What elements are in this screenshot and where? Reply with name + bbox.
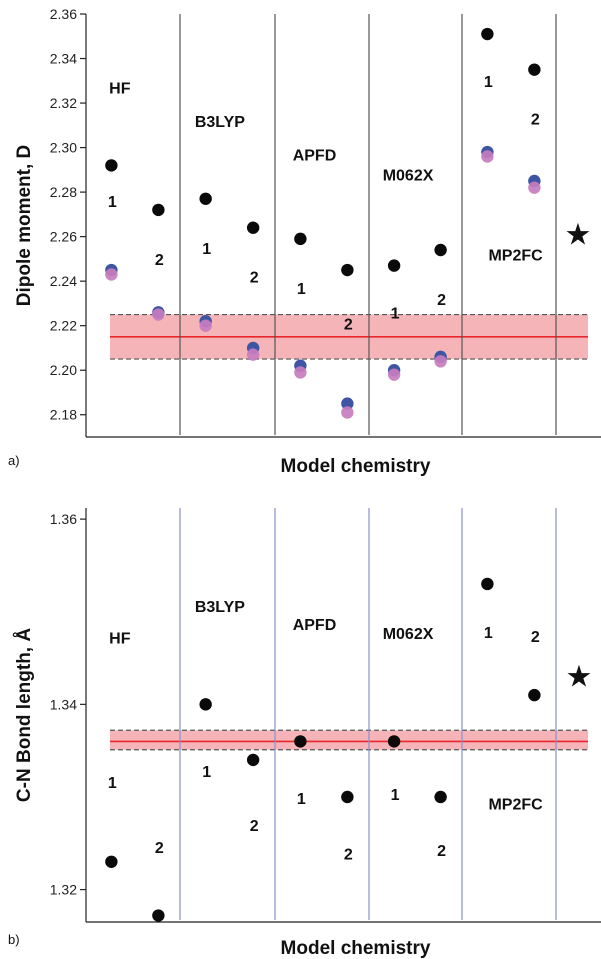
y-axis-title: C-N Bond length, Å xyxy=(14,628,35,802)
method-label: HF xyxy=(109,631,131,648)
y-tick-label: 2.22 xyxy=(50,318,77,334)
basis-set-label: 1 xyxy=(202,241,211,258)
basis-set-label: 2 xyxy=(155,840,164,857)
basis-set-label: 1 xyxy=(391,787,400,804)
y-axis-title: Dipole moment, D xyxy=(14,145,35,307)
point-pink xyxy=(152,308,165,321)
y-tick-label: 1.36 xyxy=(50,511,77,527)
y-tick-label: 1.32 xyxy=(50,882,77,898)
basis-set-label: 2 xyxy=(437,843,446,860)
y-tick-label: 2.32 xyxy=(50,95,77,111)
y-tick-label: 2.26 xyxy=(50,229,77,245)
point-black xyxy=(341,263,354,277)
basis-set-label: 1 xyxy=(391,305,400,322)
point-black xyxy=(434,790,447,804)
point-black xyxy=(105,855,118,868)
star-marker: ★ xyxy=(566,661,593,694)
point-black xyxy=(387,259,401,272)
point-black xyxy=(434,243,447,257)
y-tick-label: 2.20 xyxy=(50,362,77,378)
basis-set-label: 1 xyxy=(484,74,493,91)
y-tick-label: 2.28 xyxy=(50,184,77,200)
basis-set-label: 2 xyxy=(155,252,164,269)
basis-set-label: 2 xyxy=(250,270,259,287)
method-label: MP2FC xyxy=(488,247,543,264)
basis-set-label: 1 xyxy=(297,281,306,298)
basis-set-label: 2 xyxy=(344,316,353,333)
point-black xyxy=(528,688,541,702)
panel-label: b) xyxy=(8,932,20,947)
point-pink xyxy=(341,406,354,419)
point-pink xyxy=(434,355,447,368)
point-black xyxy=(481,577,494,591)
basis-set-label: 1 xyxy=(108,194,117,211)
point-black xyxy=(294,232,307,246)
y-tick-label: 2.30 xyxy=(50,140,77,156)
point-black xyxy=(341,790,354,804)
basis-set-label: 2 xyxy=(531,629,540,646)
basis-set-label: 1 xyxy=(202,764,211,781)
point-black xyxy=(387,735,401,748)
basis-set-label: 2 xyxy=(531,112,540,129)
y-tick-label: 2.34 xyxy=(50,51,77,67)
point-pink xyxy=(199,319,212,332)
star-marker: ★ xyxy=(565,218,592,251)
method-label: MP2FC xyxy=(488,796,543,813)
method-label: M062X xyxy=(383,167,434,184)
method-label: APFD xyxy=(293,617,337,634)
basis-set-label: 1 xyxy=(108,775,117,792)
y-tick-label: 2.36 xyxy=(50,6,77,22)
y-tick-label: 2.24 xyxy=(50,273,77,289)
method-label: B3LYP xyxy=(195,114,245,131)
basis-set-label: 2 xyxy=(250,818,259,835)
point-black xyxy=(152,203,165,217)
point-pink xyxy=(481,150,494,163)
point-black xyxy=(528,63,541,76)
basis-set-label: 2 xyxy=(437,292,446,309)
method-label: HF xyxy=(109,80,131,97)
point-pink xyxy=(246,348,260,361)
panel-b-bond-length-chart: 1.32 1.34 1.36 Model chemistry C-N Bond leng… xyxy=(8,508,601,959)
panel-label: a) xyxy=(8,453,20,468)
point-blue xyxy=(341,397,354,410)
point-black xyxy=(294,735,307,748)
x-axis-title: Model chemistry xyxy=(281,938,431,959)
point-black xyxy=(105,159,118,172)
basis-set-label: 2 xyxy=(344,846,353,863)
y-tick-label: 1.34 xyxy=(50,696,77,712)
point-black xyxy=(199,698,212,711)
reference-band xyxy=(110,730,588,750)
point-pink xyxy=(387,368,401,381)
method-label: APFD xyxy=(293,147,337,164)
x-axis-title: Model chemistry xyxy=(281,456,431,477)
point-black xyxy=(246,221,260,234)
point-black xyxy=(481,27,494,41)
basis-set-label: 1 xyxy=(297,791,306,808)
point-pink xyxy=(105,268,118,281)
point-black xyxy=(152,909,165,922)
point-pink xyxy=(294,366,307,379)
point-pink xyxy=(528,181,541,194)
panel-a-dipole-chart: 2.18 2.20 2.22 2.24 2.26 2.28 2.30 2.32 2.34 2.36… xyxy=(8,6,601,477)
y-tick-label: 2.18 xyxy=(50,407,77,423)
point-black xyxy=(199,192,212,205)
method-label: B3LYP xyxy=(195,599,245,616)
point-black xyxy=(246,753,260,767)
basis-set-label: 1 xyxy=(484,625,493,642)
method-label: M062X xyxy=(383,626,434,643)
